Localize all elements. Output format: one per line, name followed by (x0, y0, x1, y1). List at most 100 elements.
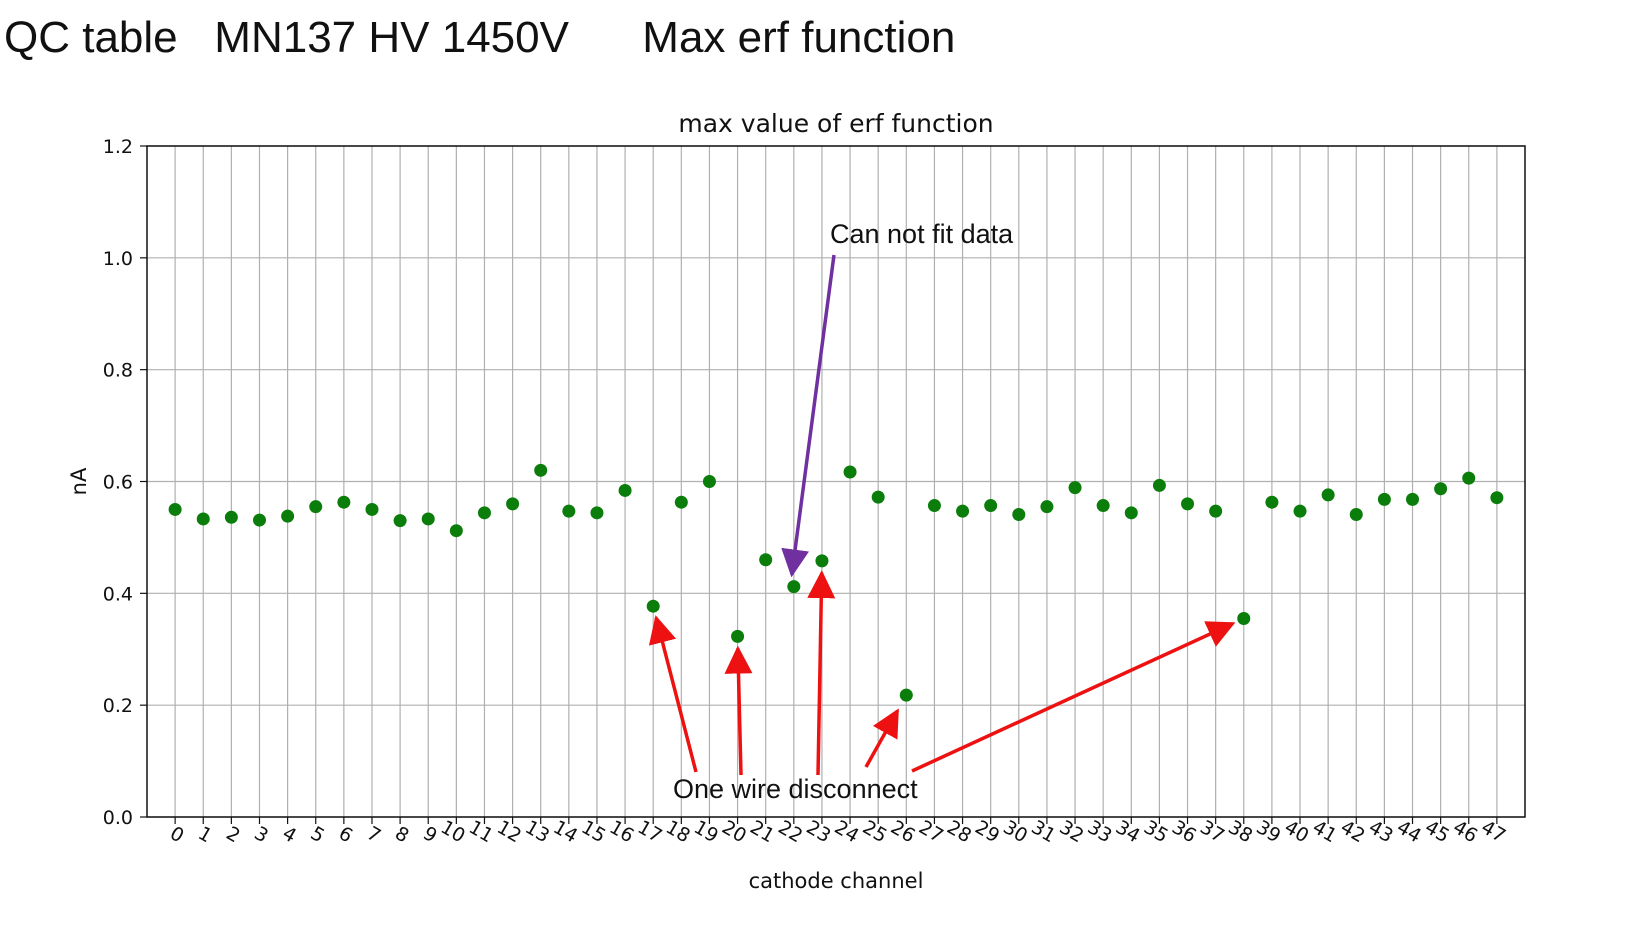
annotation-arrow (648, 615, 698, 773)
annotations: Can not fit data One wire disconnect (648, 219, 1236, 804)
data-point (871, 490, 885, 504)
x-tick-label: 42 (1337, 816, 1369, 847)
x-tick-label: 16 (606, 816, 638, 847)
data-point (281, 509, 295, 523)
x-tick-label: 11 (465, 816, 497, 847)
annotation-arrow (781, 254, 836, 578)
x-tick-label: 10 (437, 816, 469, 847)
x-tick-label: 7 (363, 822, 384, 847)
x-tick-label: 26 (887, 816, 919, 847)
x-tick-label: 12 (493, 816, 525, 847)
x-tick-label: 46 (1449, 816, 1481, 847)
data-point (1012, 507, 1026, 521)
x-tick-label: 34 (1112, 816, 1144, 847)
x-tick-label: 4 (279, 822, 300, 847)
data-point (1096, 499, 1110, 513)
data-point (1406, 492, 1420, 506)
x-tick-label: 40 (1281, 816, 1313, 847)
x-tick-label: 44 (1393, 816, 1425, 847)
x-tick-label: 15 (578, 816, 610, 847)
x-tick-label: 36 (1168, 816, 1200, 847)
data-point (1124, 506, 1138, 520)
data-point (1068, 481, 1082, 495)
annotation-arrow (911, 621, 1236, 773)
data-point (674, 495, 688, 509)
data-point (1181, 497, 1195, 511)
x-tick-label: 35 (1140, 816, 1172, 847)
x-tick-label: 20 (718, 816, 750, 847)
chart-title: max value of erf function (678, 109, 993, 138)
x-tick-label: 18 (662, 816, 694, 847)
data-point (421, 512, 435, 526)
x-tick-label: 25 (859, 816, 891, 847)
data-point (252, 513, 266, 527)
y-axis: 0.0 0.2 0.4 0.6 0.8 1.0 1.2 (103, 136, 147, 829)
annotation-arrow (864, 708, 900, 768)
x-tick-label: 0 (166, 822, 187, 847)
data-point (1349, 507, 1363, 521)
data-point (1462, 471, 1476, 485)
x-tick-label: 14 (549, 816, 581, 847)
data-point (1434, 482, 1448, 496)
data-point (1040, 500, 1054, 514)
data-point (449, 524, 463, 538)
data-point (956, 504, 970, 518)
y-tick-label: 0.8 (103, 360, 133, 382)
data-point (1237, 611, 1251, 625)
annotation-arrow (807, 570, 836, 776)
y-tick-label: 1.2 (103, 136, 133, 158)
data-point (477, 506, 491, 520)
x-tick-label: 3 (251, 822, 272, 847)
x-tick-label: 21 (746, 816, 778, 847)
data-point (731, 629, 745, 643)
data-point (196, 512, 210, 526)
x-tick-label: 5 (307, 822, 328, 847)
data-point (337, 495, 351, 509)
x-tick-label: 17 (634, 816, 666, 847)
data-point (1152, 478, 1166, 492)
data-point (1490, 491, 1504, 505)
x-tick-label: 8 (391, 822, 412, 847)
data-point (646, 599, 660, 613)
x-tick-label: 32 (1056, 816, 1088, 847)
y-tick-label: 0.0 (103, 807, 133, 829)
x-tick-label: 41 (1309, 816, 1341, 847)
x-tick-label: 23 (802, 816, 834, 847)
data-point (309, 500, 323, 514)
data-point (590, 506, 604, 520)
data-point (168, 502, 182, 516)
x-tick-label: 6 (335, 822, 356, 847)
x-tick-label: 29 (971, 816, 1003, 847)
x-tick-label: 13 (521, 816, 553, 847)
data-point (1293, 504, 1307, 518)
x-tick-label: 43 (1365, 816, 1397, 847)
data-points (168, 463, 1504, 702)
annotation-arrow (724, 645, 753, 776)
x-tick-label: 27 (915, 816, 947, 847)
x-tick-label: 39 (1252, 816, 1284, 847)
x-tick-label: 22 (774, 816, 806, 847)
data-point (1321, 488, 1335, 502)
x-tick-label: 30 (999, 816, 1031, 847)
x-tick-label: 47 (1477, 816, 1509, 847)
data-point (815, 554, 829, 568)
x-tick-label: 2 (222, 822, 243, 847)
data-point (1265, 495, 1279, 509)
x-tick-label: 24 (831, 816, 863, 847)
data-point (393, 514, 407, 528)
y-axis-label: nA (67, 467, 91, 495)
data-point (1209, 504, 1223, 518)
x-axis-label: cathode channel (749, 869, 924, 893)
data-point (899, 688, 913, 702)
data-point (927, 499, 941, 513)
y-tick-label: 0.2 (103, 695, 133, 717)
x-tick-label: 37 (1196, 816, 1228, 847)
data-point (787, 580, 801, 594)
x-axis: 0 1 2 3 4 5 6 7 8 9101112131415161718192021222324… (166, 816, 1509, 847)
slide-title: QC table MN137 HV 1450V Max erf function (4, 13, 956, 62)
x-tick-label: 38 (1224, 816, 1256, 847)
data-point (534, 463, 548, 477)
y-tick-label: 1.0 (103, 248, 133, 270)
data-point (984, 499, 998, 513)
